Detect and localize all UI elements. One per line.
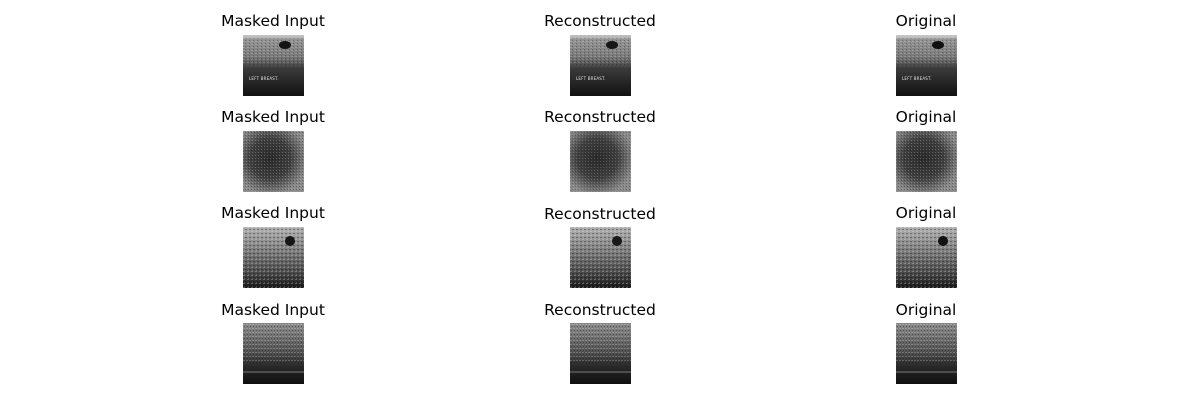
burned-in-label: LEFT BREAST. — [576, 76, 606, 81]
cell-r4-masked: Masked Input — [183, 301, 363, 397]
cell-r3-original: Original — [836, 204, 1016, 300]
burned-in-label: LEFT BREAST. — [249, 76, 279, 81]
cell-r1-original: Original LEFT BREAST. — [836, 12, 1016, 108]
panel-title: Reconstructed — [544, 12, 656, 30]
cell-r3-reconstructed: Reconstructed — [510, 205, 690, 301]
panel-title: Original — [895, 204, 957, 222]
panel-title: Reconstructed — [544, 108, 656, 126]
ultrasound-image — [243, 323, 304, 384]
ultrasound-image — [896, 323, 957, 384]
ultrasound-image — [896, 227, 957, 288]
burned-in-label: LEFT BREAST. — [902, 76, 932, 81]
cell-r1-reconstructed: Reconstructed LEFT BREAST. — [510, 12, 690, 108]
ultrasound-image — [570, 227, 631, 288]
ultrasound-image — [570, 323, 631, 384]
cell-r3-masked: Masked Input — [183, 204, 363, 300]
panel-title: Original — [895, 301, 957, 319]
cell-r2-masked: Masked Input — [183, 108, 363, 204]
panel-title: Masked Input — [221, 301, 325, 319]
ultrasound-image — [243, 227, 304, 288]
panel-title: Original — [895, 12, 957, 30]
ultrasound-image: LEFT BREAST. — [896, 35, 957, 96]
panel-title: Masked Input — [221, 204, 325, 222]
ultrasound-image — [896, 131, 957, 192]
panel-title: Masked Input — [221, 12, 325, 30]
panel-title: Masked Input — [221, 108, 325, 126]
ultrasound-image: LEFT BREAST. — [570, 35, 631, 96]
panel-title: Reconstructed — [544, 301, 656, 319]
cell-r4-reconstructed: Reconstructed — [510, 301, 690, 397]
ultrasound-image — [570, 131, 631, 192]
cell-r2-reconstructed: Reconstructed — [510, 108, 690, 204]
cell-r2-original: Original — [836, 108, 1016, 204]
cell-r1-masked: Masked Input — [183, 12, 363, 108]
cell-r4-original: Original — [836, 301, 1016, 397]
panel-title: Original — [895, 108, 957, 126]
ultrasound-image: LEFT BREAST. — [243, 35, 304, 96]
ultrasound-image — [243, 131, 304, 192]
panel-title: Reconstructed — [544, 205, 656, 223]
